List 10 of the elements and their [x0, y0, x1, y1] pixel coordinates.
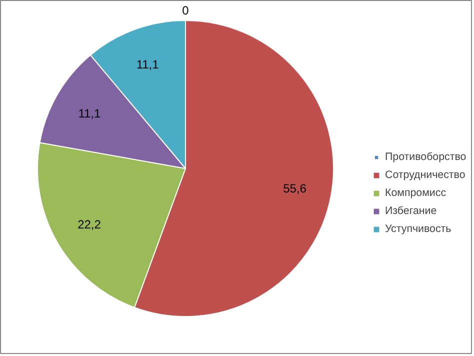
legend-label: Сотрудничество [385, 169, 466, 181]
data-label: 55,6 [283, 181, 307, 196]
legend-label: Противоборство [385, 151, 466, 163]
text: 0 [182, 4, 189, 18]
data-label: 11,1 [136, 58, 160, 72]
data-label: 11,1 [78, 106, 101, 120]
legend-label: Избегание [385, 205, 437, 217]
data-label: 22,2 [78, 217, 102, 232]
legend-label: Уступчивость [385, 223, 452, 235]
legend-label: Компромисс [385, 187, 446, 199]
